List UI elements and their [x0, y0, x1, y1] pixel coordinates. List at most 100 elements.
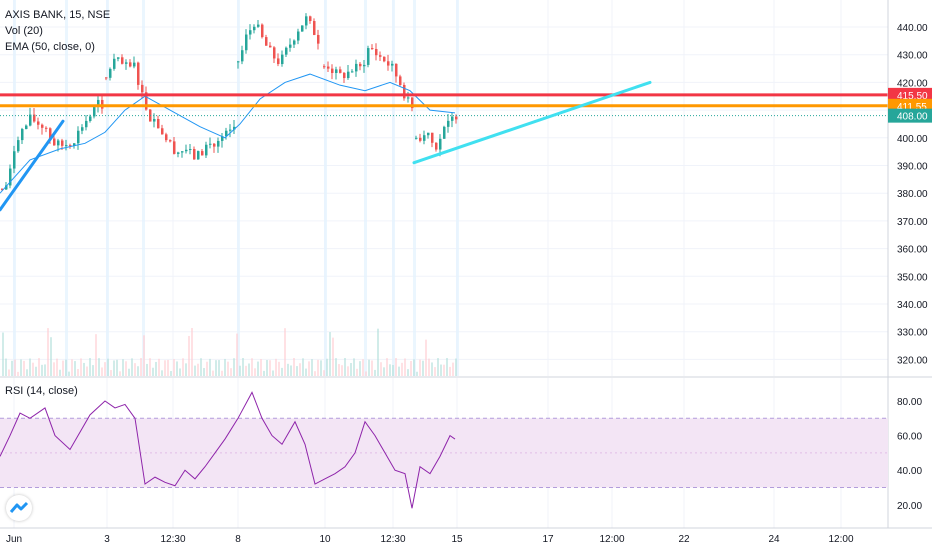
candle-body	[309, 16, 312, 22]
volume-bar	[143, 335, 145, 376]
volume-bar	[407, 369, 409, 376]
volume-bar	[452, 362, 454, 376]
volume-bar	[20, 359, 22, 376]
candle-body	[375, 49, 378, 56]
price-tick-label: 360.00	[897, 245, 928, 256]
time-axis: Jun 3 12:30 8 10 12:30 15 17 12:00 22 24 12:00	[0, 527, 932, 545]
time-tick-label: 12:00	[599, 534, 624, 545]
volume-indicator-label[interactable]: Vol (20)	[5, 25, 43, 37]
candle-body	[37, 121, 40, 125]
volume-bar	[17, 371, 19, 376]
volume-bar	[59, 369, 61, 376]
candle-body	[289, 44, 292, 48]
volume-bar	[425, 339, 427, 376]
volume-bar	[35, 366, 37, 376]
volume-bar	[329, 332, 331, 376]
volume-bar	[221, 370, 223, 376]
candle-body	[431, 132, 434, 143]
volume-bar	[152, 367, 154, 376]
logo-icon	[9, 501, 29, 513]
price-tick-label: 380.00	[897, 189, 928, 200]
volume-bar	[404, 358, 406, 376]
volume-bar	[11, 360, 13, 376]
candle-body	[165, 134, 168, 141]
candle-body	[237, 61, 240, 63]
volume-bar	[53, 362, 55, 376]
volume-bar	[101, 367, 103, 376]
volume-bar	[32, 362, 34, 376]
volume-bar	[62, 360, 64, 376]
volume-bar	[131, 358, 133, 376]
volume-bar	[116, 359, 118, 376]
candle-body	[363, 64, 366, 67]
volume-bar	[248, 363, 250, 376]
price-tick-label: 320.00	[897, 355, 928, 366]
rsi-indicator-label[interactable]: RSI (14, close)	[5, 385, 78, 397]
candle-body	[285, 47, 288, 55]
rsi-line	[0, 391, 456, 509]
price-tick-label: 400.00	[897, 134, 928, 145]
volume-bar	[422, 360, 424, 376]
candle-body	[447, 120, 450, 127]
tradingview-logo[interactable]	[6, 495, 32, 521]
rsi-tick-label: 60.00	[897, 432, 922, 443]
volume-bar	[89, 358, 91, 376]
volume-bar	[113, 360, 115, 376]
candle-body	[21, 129, 24, 141]
candle-body	[137, 62, 140, 85]
volume-bar	[179, 368, 181, 376]
volume-bar	[305, 368, 307, 376]
candle-body	[257, 24, 260, 27]
candle-body	[323, 66, 326, 68]
volume-bar	[215, 360, 217, 376]
candle-body	[423, 135, 426, 141]
volume-bar	[56, 358, 58, 376]
volume-bar	[95, 334, 97, 376]
candle-body	[61, 140, 64, 146]
volume-bar	[272, 370, 274, 376]
volume-bar	[338, 364, 340, 376]
volume-bar	[86, 366, 88, 376]
volume-bar	[368, 359, 370, 376]
candle-body	[233, 126, 236, 130]
time-tick-label: 22	[678, 534, 690, 545]
volume-bar	[383, 367, 385, 376]
price-tick-label: 350.00	[897, 272, 928, 283]
candle-body	[273, 47, 276, 59]
price-badge	[888, 87, 932, 102]
candle-body	[201, 151, 204, 156]
candle-body	[249, 30, 252, 35]
candle-body	[81, 127, 84, 131]
candle-body	[327, 66, 330, 69]
volume-bar	[455, 358, 457, 376]
volume-bar	[74, 361, 76, 376]
session-break	[142, 0, 145, 376]
candle-body	[41, 124, 44, 128]
volume-bar	[242, 358, 244, 376]
candle-body	[387, 61, 390, 66]
rsi-pane: 20.00 40.00 60.00 80.00	[0, 391, 922, 512]
candle-body	[125, 62, 128, 64]
volume-bar	[176, 361, 178, 376]
volume-bar	[440, 364, 442, 376]
candle-body	[343, 72, 346, 79]
volume-bar	[14, 359, 16, 376]
volume-bar	[281, 367, 283, 376]
candle-body	[1, 188, 4, 190]
volume-bar	[164, 360, 166, 376]
candle-body	[113, 58, 116, 69]
volume-bar	[419, 359, 421, 376]
volume-bar	[395, 358, 397, 376]
price-badge-label: 408.00	[897, 112, 928, 123]
candle-body	[105, 77, 108, 79]
candle-body	[277, 58, 280, 65]
volume-bar	[293, 358, 295, 376]
ema-indicator-label[interactable]: EMA (50, close, 0)	[5, 41, 95, 53]
price-tick-label: 390.00	[897, 162, 928, 173]
volume-bar	[149, 358, 151, 376]
candle-body	[435, 142, 438, 150]
volume-bar	[314, 371, 316, 376]
symbol-title: AXIS BANK, 15, NSE	[5, 9, 111, 21]
candle-body	[403, 84, 406, 99]
